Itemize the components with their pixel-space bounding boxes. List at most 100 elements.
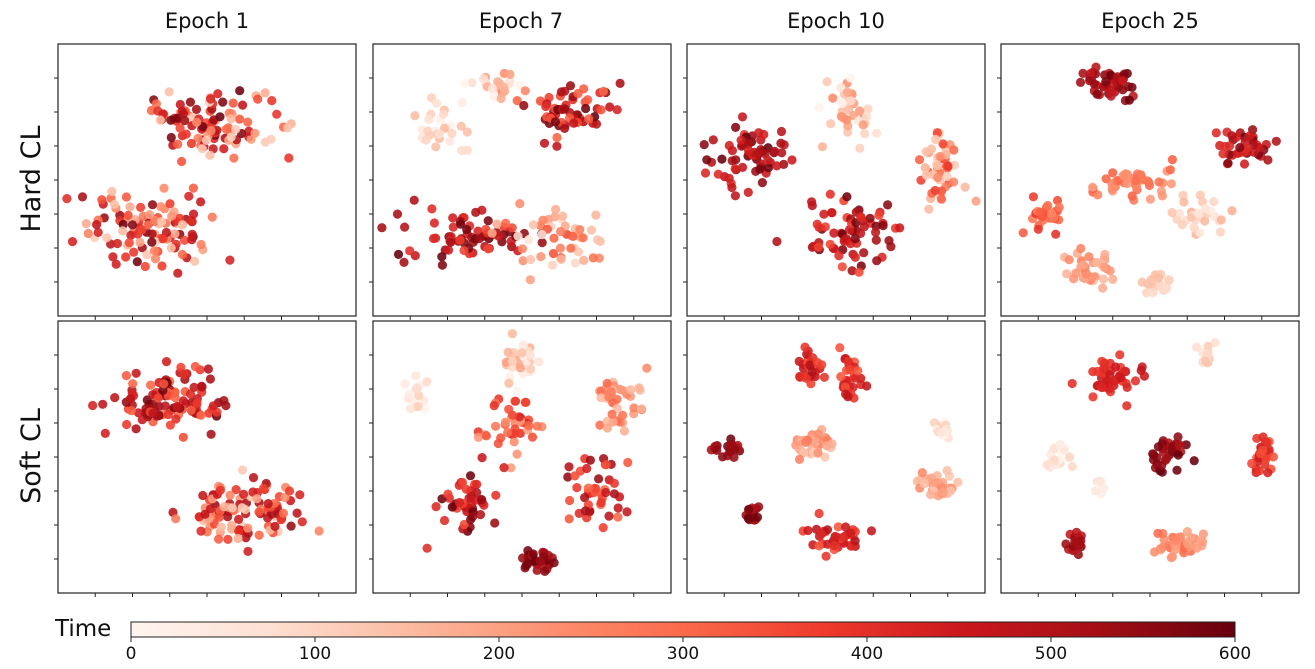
scatter-point xyxy=(1218,149,1228,159)
scatter-point xyxy=(1263,468,1273,478)
scatter-point xyxy=(493,438,503,449)
scatter-point xyxy=(929,478,939,488)
scatter-point xyxy=(850,234,860,244)
scatter-point xyxy=(594,474,604,484)
scatter-point xyxy=(713,169,723,179)
scatter-point xyxy=(123,210,133,220)
scatter-point xyxy=(176,362,186,372)
scatter-point xyxy=(914,155,925,165)
scatter-point xyxy=(841,389,851,399)
scatter-point xyxy=(565,81,576,91)
scatter-point xyxy=(422,543,432,553)
scatter-point xyxy=(1051,229,1061,239)
scatter-point xyxy=(883,200,893,210)
scatter-point xyxy=(604,511,614,521)
scatter-point xyxy=(836,372,846,382)
scatter-point xyxy=(462,224,472,235)
scatter-point xyxy=(151,99,161,109)
scatter-point xyxy=(1098,274,1109,284)
scatter-point xyxy=(237,503,247,513)
colorbar: Time 0 100 200 300 400 500 600 xyxy=(54,616,1251,664)
scatter-point xyxy=(203,364,213,374)
scatter-point xyxy=(1042,460,1052,470)
scatter-point xyxy=(917,468,927,478)
scatter-points xyxy=(62,86,296,278)
scatter-point xyxy=(547,260,558,270)
scatter-point xyxy=(1099,483,1109,493)
scatter-point xyxy=(98,399,108,409)
scatter-point xyxy=(284,153,294,163)
scatter-point xyxy=(925,489,936,500)
scatter-point xyxy=(757,178,768,188)
scatter-point xyxy=(1148,287,1158,298)
scatter-point xyxy=(165,420,175,430)
scatter-point xyxy=(171,514,181,524)
scatter-points xyxy=(699,73,981,277)
scatter-point xyxy=(800,342,810,352)
scatter-point xyxy=(492,219,502,229)
scatter-point xyxy=(431,502,441,512)
scatter-point xyxy=(814,102,824,113)
scatter-point xyxy=(215,112,225,122)
scatter-point xyxy=(147,200,158,210)
scatter-point xyxy=(512,449,522,459)
scatter-point xyxy=(1091,62,1101,72)
scatter-point xyxy=(92,220,102,230)
scatter-point xyxy=(942,172,952,182)
scatter-point xyxy=(549,558,559,568)
scatter-point xyxy=(551,204,561,214)
scatter-point xyxy=(506,463,516,473)
scatter-point xyxy=(558,211,568,221)
scatter-point xyxy=(223,512,233,522)
scatter-point xyxy=(448,222,458,232)
scatter-point xyxy=(253,94,263,104)
scatter-point xyxy=(520,86,530,96)
scatter-point xyxy=(192,398,202,408)
colorbar-tick-label: 0 xyxy=(126,644,137,664)
scatter-point xyxy=(1245,131,1255,141)
scatter-point xyxy=(231,124,241,134)
scatter-point xyxy=(776,138,786,148)
scatter-point xyxy=(166,115,176,125)
scatter-point xyxy=(167,211,177,221)
scatter-point xyxy=(518,340,529,350)
scatter-point xyxy=(842,192,852,202)
scatter-point xyxy=(489,92,499,102)
scatter-point xyxy=(731,122,741,132)
scatter-point xyxy=(1148,455,1159,465)
column-title-epoch-7: Epoch 7 xyxy=(479,9,563,33)
scatter-point xyxy=(859,248,869,258)
scatter-point xyxy=(421,135,431,145)
scatter-point xyxy=(1092,89,1102,99)
colorbar-tick-label: 300 xyxy=(667,644,699,664)
scatter-point xyxy=(860,129,870,139)
scatter-point xyxy=(583,95,593,105)
scatter-point xyxy=(399,257,409,267)
scatter-point xyxy=(227,520,237,530)
scatter-point xyxy=(1089,79,1099,89)
scatter-point xyxy=(1248,140,1258,150)
scatter-point xyxy=(933,172,943,183)
scatter-point xyxy=(513,231,523,241)
scatter-point xyxy=(814,508,824,519)
scatter-point xyxy=(596,393,606,403)
scatter-point xyxy=(198,490,208,501)
scatter-point xyxy=(854,267,864,277)
scatter-point xyxy=(1173,432,1183,442)
scatter-point xyxy=(799,448,809,458)
scatter-point xyxy=(866,526,877,536)
scatter-point xyxy=(840,382,850,392)
scatter-point xyxy=(131,424,141,434)
scatter-point xyxy=(1124,95,1134,105)
scatter-point xyxy=(125,394,136,404)
scatter-point xyxy=(1043,200,1053,211)
scatter-point xyxy=(872,256,882,266)
scatter-point xyxy=(184,191,194,201)
scatter-point xyxy=(1092,257,1102,268)
scatter-point xyxy=(724,173,734,183)
scatter-point xyxy=(295,490,305,500)
scatter-point xyxy=(149,246,160,256)
scatter-point xyxy=(260,88,270,98)
scatter-point xyxy=(491,421,501,431)
column-title-epoch-25: Epoch 25 xyxy=(1101,9,1199,33)
